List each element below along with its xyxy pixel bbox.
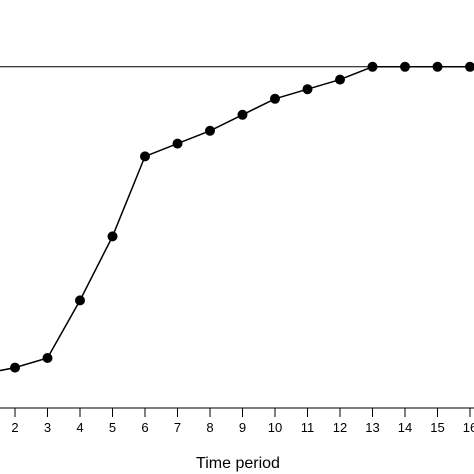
x-tick-label: 14 <box>398 420 412 435</box>
data-point <box>42 353 53 363</box>
data-point <box>237 109 248 120</box>
x-tick-label: 10 <box>268 420 282 435</box>
data-point <box>400 61 410 72</box>
data-point <box>465 61 474 72</box>
data-point <box>140 151 150 162</box>
data-point <box>367 61 378 72</box>
x-tick-label: 8 <box>206 420 213 435</box>
data-point <box>205 125 215 136</box>
x-tick-label: 13 <box>365 420 379 435</box>
x-tick-label: 3 <box>44 420 51 435</box>
data-point <box>302 84 313 95</box>
x-axis-title: Time period <box>196 455 280 472</box>
data-point <box>10 362 20 373</box>
data-point <box>432 61 443 72</box>
data-point <box>335 74 345 85</box>
series-group <box>0 61 474 373</box>
series-line <box>0 66 470 372</box>
x-tick-label: 15 <box>430 420 444 435</box>
x-tick-label: 9 <box>239 420 246 435</box>
x-axis: 2 3 4 5 6 7 8 9 10 11 12 13 14 15 16 <box>0 407 474 435</box>
x-tick-label: 16 <box>463 420 474 435</box>
x-tick-label: 6 <box>141 420 148 435</box>
x-tick-label: 2 <box>11 420 18 435</box>
x-tick-label: 7 <box>174 420 181 435</box>
x-tick-label: 11 <box>301 420 315 435</box>
x-tick-label: 12 <box>333 420 347 435</box>
x-tick-label: 4 <box>76 420 83 435</box>
data-point <box>172 138 183 149</box>
data-point <box>107 231 118 242</box>
data-point <box>75 295 85 306</box>
data-point <box>270 93 280 104</box>
x-tick-label: 5 <box>109 420 116 435</box>
